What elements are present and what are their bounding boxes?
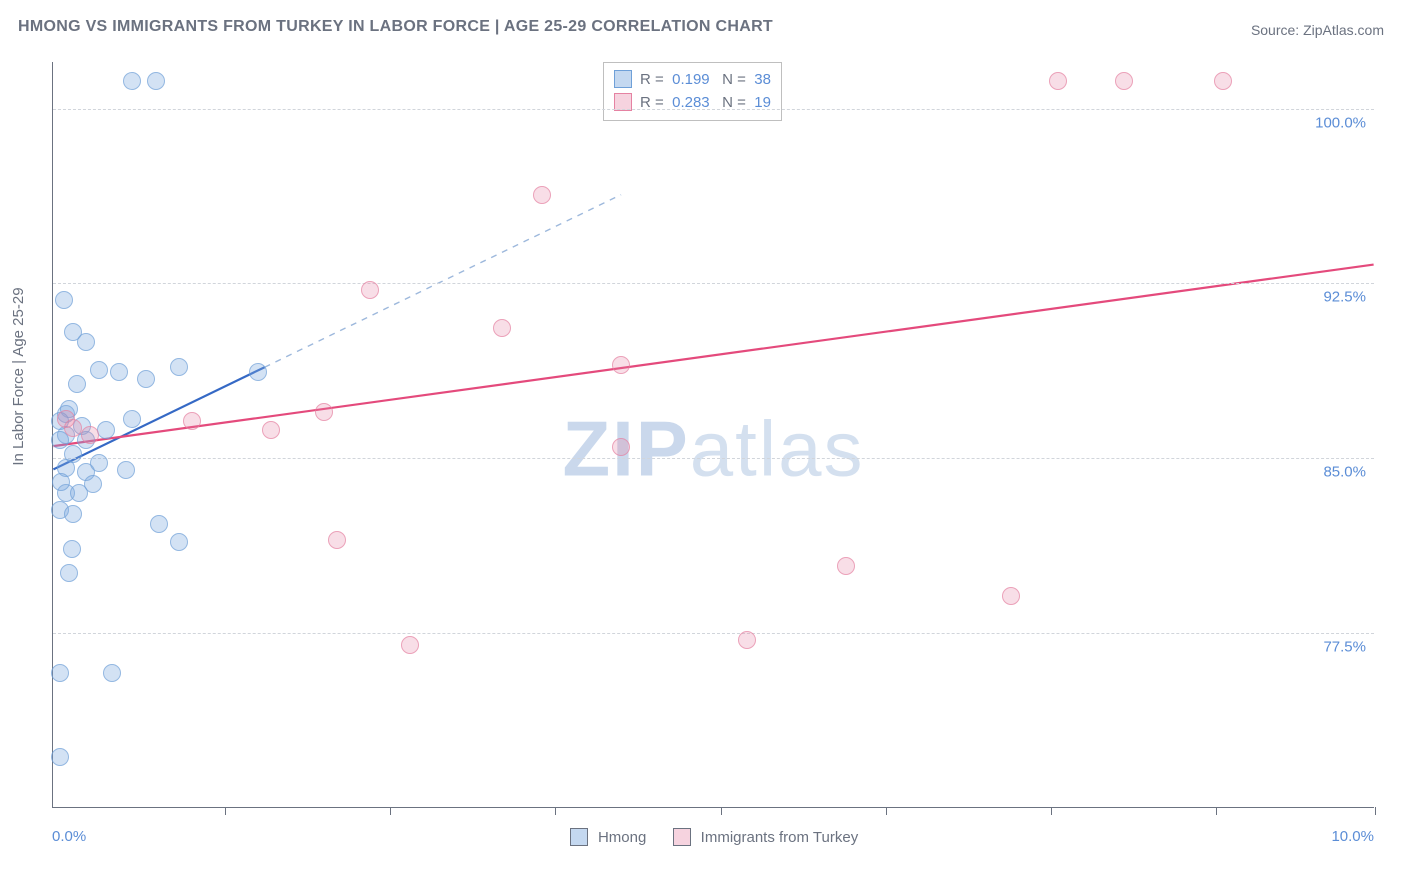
gridline	[53, 458, 1374, 459]
data-point	[110, 363, 128, 381]
data-point	[533, 186, 551, 204]
x-tick	[390, 807, 391, 815]
trend-lines-svg	[53, 62, 1374, 807]
hmong-swatch	[570, 828, 588, 846]
data-point	[150, 515, 168, 533]
data-point	[51, 748, 69, 766]
data-point	[1002, 587, 1020, 605]
chart-title: HMONG VS IMMIGRANTS FROM TURKEY IN LABOR…	[18, 18, 773, 36]
data-point	[123, 72, 141, 90]
y-tick-label: 77.5%	[1323, 639, 1366, 656]
data-point	[262, 421, 280, 439]
x-tick	[886, 807, 887, 815]
x-tick	[721, 807, 722, 815]
data-point	[401, 636, 419, 654]
y-tick-label: 85.0%	[1323, 464, 1366, 481]
source-label: Source: ZipAtlas.com	[1251, 22, 1384, 38]
y-tick-label: 100.0%	[1315, 114, 1366, 131]
data-point	[137, 370, 155, 388]
data-point	[64, 505, 82, 523]
data-point	[77, 333, 95, 351]
data-point	[57, 410, 75, 428]
gridline	[53, 283, 1374, 284]
data-point	[60, 564, 78, 582]
series-legend: Hmong Immigrants from Turkey	[0, 828, 1406, 846]
data-point	[1214, 72, 1232, 90]
x-tick	[1051, 807, 1052, 815]
data-point	[70, 484, 88, 502]
data-point	[361, 281, 379, 299]
data-point	[68, 375, 86, 393]
data-point	[64, 445, 82, 463]
n-value: 38	[754, 71, 771, 88]
data-point	[90, 361, 108, 379]
data-point	[170, 533, 188, 551]
data-point	[328, 531, 346, 549]
y-axis-label: In Labor Force | Age 25-29	[10, 287, 27, 465]
data-point	[123, 410, 141, 428]
gridline	[53, 633, 1374, 634]
data-point	[315, 403, 333, 421]
data-point	[1115, 72, 1133, 90]
data-point	[837, 557, 855, 575]
data-point	[51, 664, 69, 682]
r-value: 0.199	[672, 71, 710, 88]
data-point	[738, 631, 756, 649]
legend-row: R = 0.283 N = 19	[614, 91, 771, 114]
correlation-legend: R = 0.199 N = 38R = 0.283 N = 19	[603, 62, 782, 121]
data-point	[1049, 72, 1067, 90]
x-tick	[225, 807, 226, 815]
data-point	[170, 358, 188, 376]
x-tick	[1375, 807, 1376, 815]
turkey-legend-label: Immigrants from Turkey	[701, 829, 859, 846]
data-point	[55, 291, 73, 309]
y-tick-label: 92.5%	[1323, 289, 1366, 306]
legend-swatch	[614, 70, 632, 88]
hmong-legend-label: Hmong	[598, 829, 646, 846]
watermark: ZIPatlas	[562, 404, 864, 495]
data-point	[612, 356, 630, 374]
watermark-light: atlas	[690, 405, 865, 493]
data-point	[63, 540, 81, 558]
data-point	[103, 664, 121, 682]
chart-plot-area: ZIPatlas R = 0.199 N = 38R = 0.283 N = 1…	[52, 62, 1374, 808]
data-point	[81, 426, 99, 444]
data-point	[52, 473, 70, 491]
data-point	[90, 454, 108, 472]
data-point	[612, 438, 630, 456]
data-point	[249, 363, 267, 381]
turkey-swatch	[673, 828, 691, 846]
data-point	[147, 72, 165, 90]
x-tick	[1216, 807, 1217, 815]
gridline	[53, 109, 1374, 110]
data-point	[97, 421, 115, 439]
data-point	[183, 412, 201, 430]
data-point	[493, 319, 511, 337]
data-point	[117, 461, 135, 479]
x-tick	[555, 807, 556, 815]
legend-row: R = 0.199 N = 38	[614, 68, 771, 91]
